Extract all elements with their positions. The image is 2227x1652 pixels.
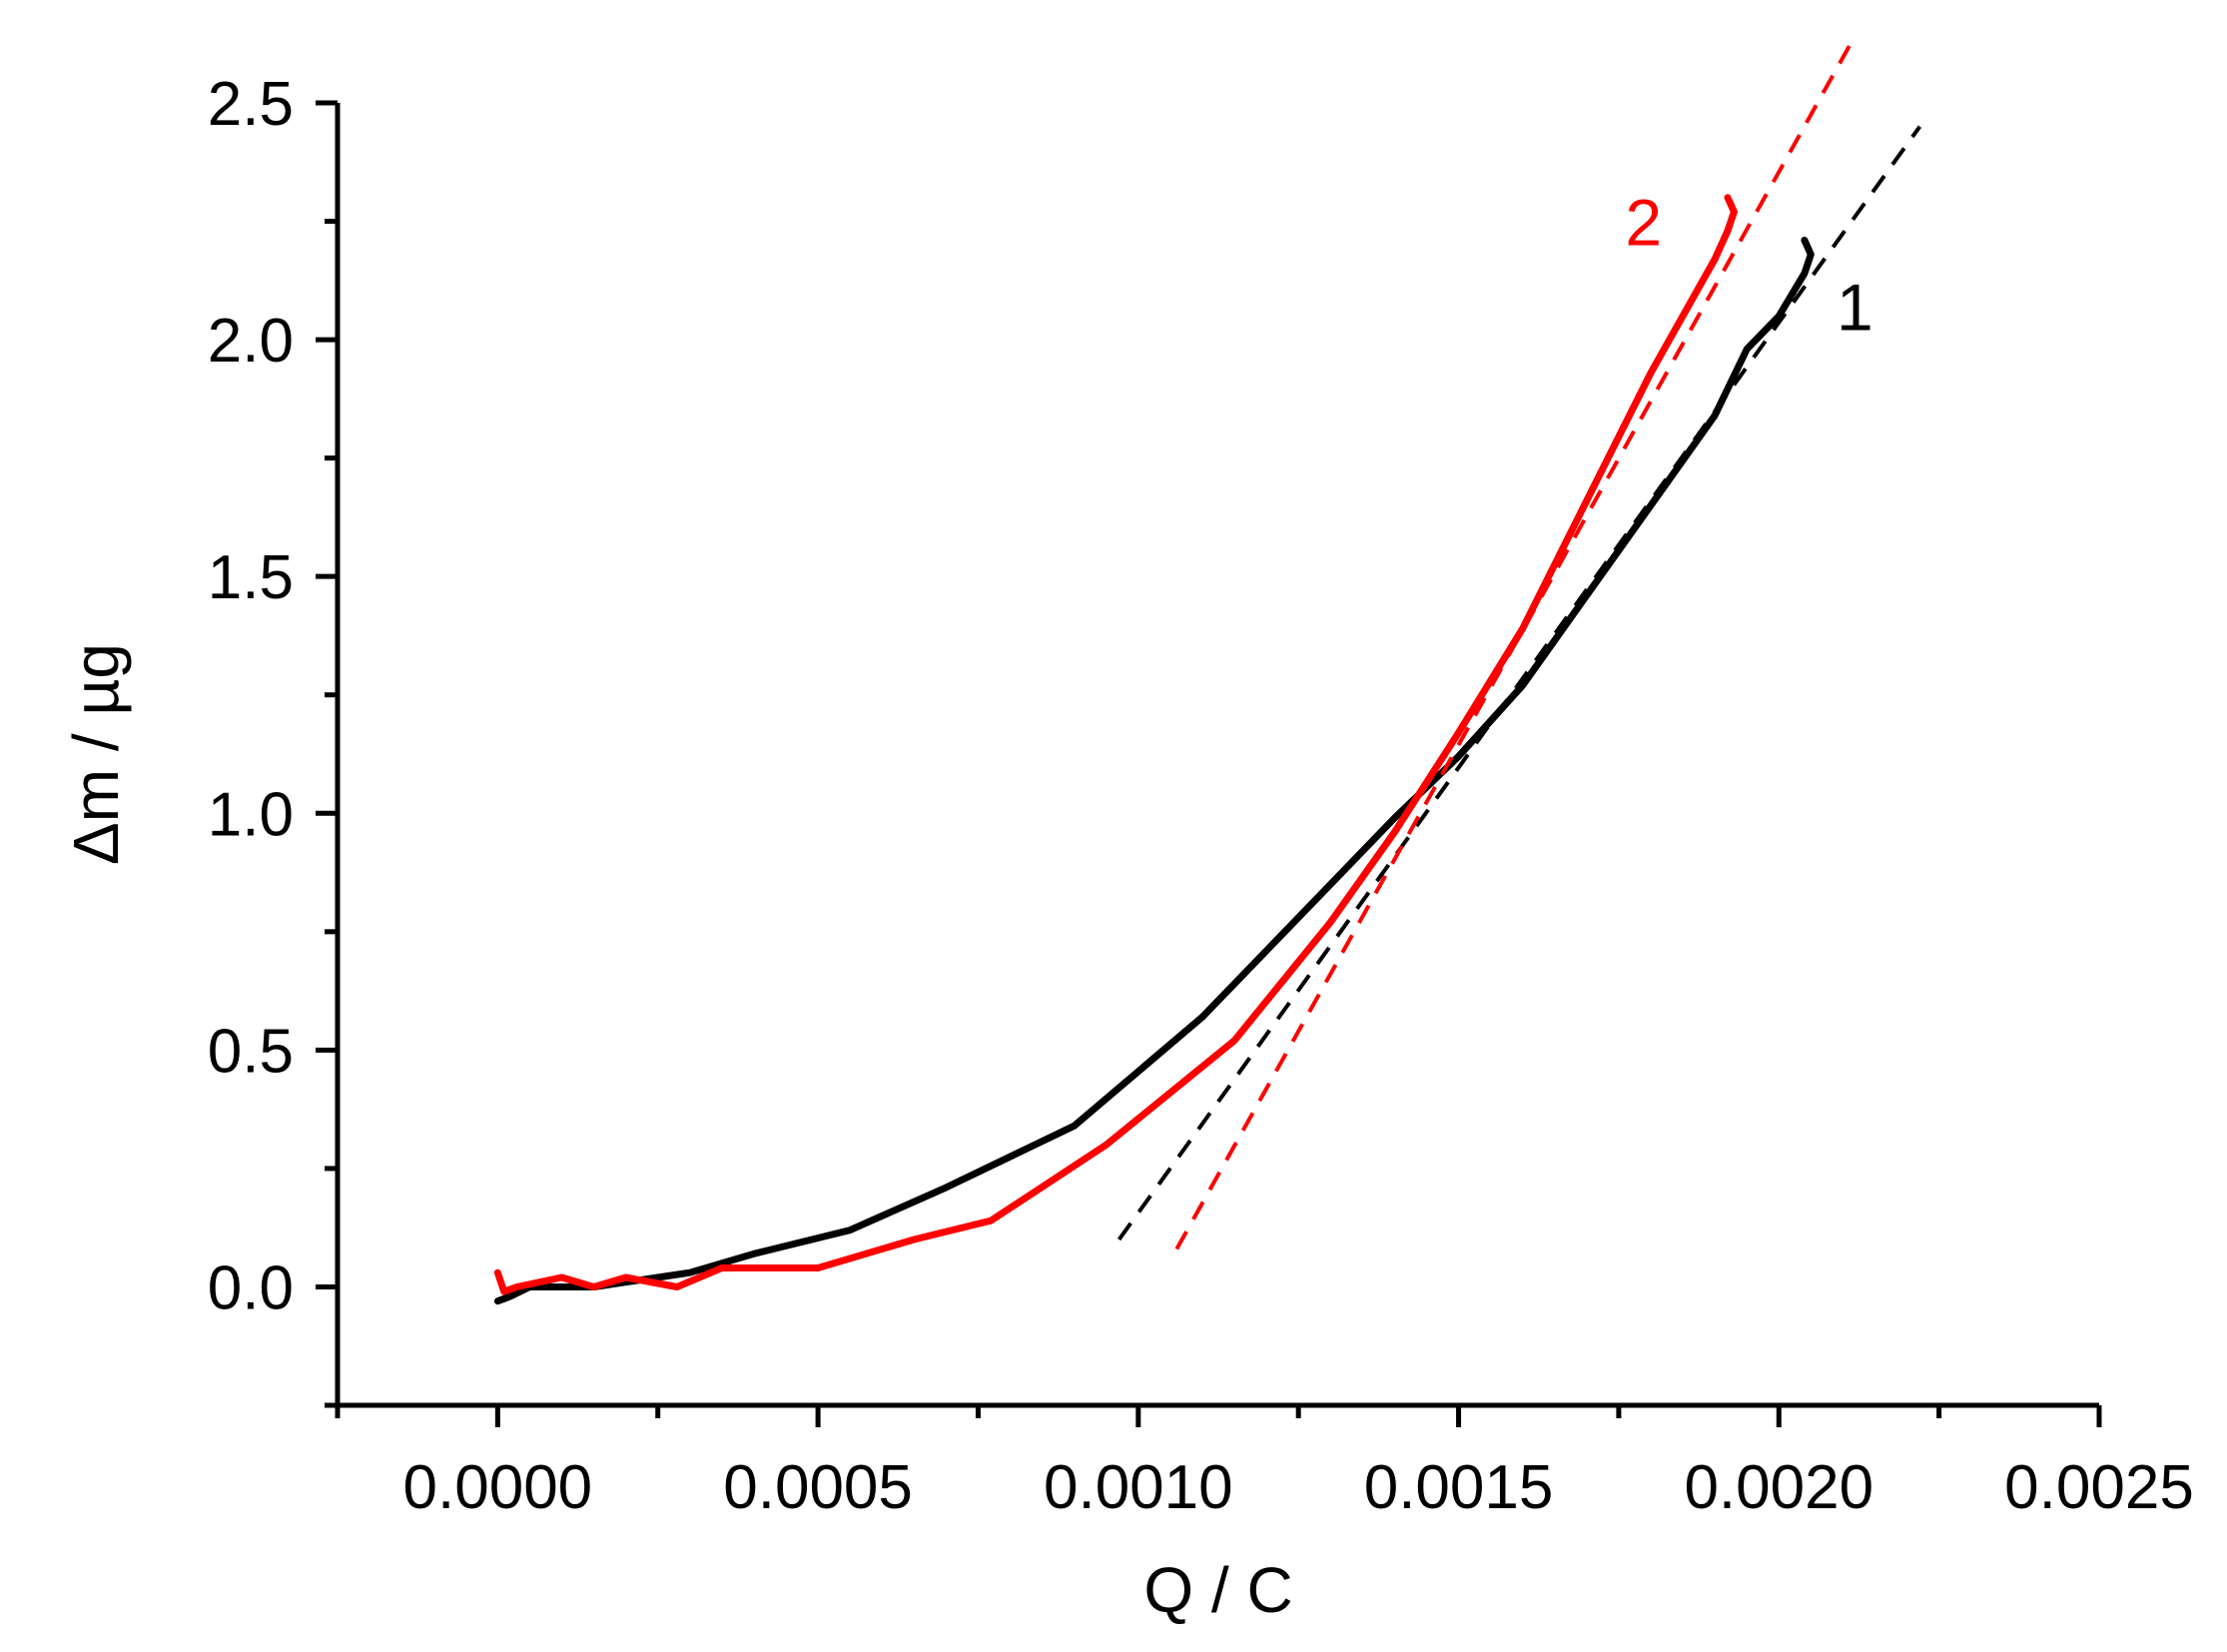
x-tick-label: 0.0010 — [1044, 1453, 1233, 1522]
plot-series — [493, 45, 1922, 1305]
y-tick-label: 1.0 — [208, 780, 294, 849]
fit-line-3 — [1174, 45, 1852, 1250]
series-line-1 — [493, 237, 1815, 1305]
y-tick-label: 0.0 — [208, 1253, 294, 1322]
y-tick-label: 0.5 — [208, 1017, 294, 1086]
fit-line-2 — [1116, 125, 1922, 1241]
series-label-2: 2 — [1625, 185, 1662, 259]
y-axis-title: Δm / µg — [60, 643, 132, 865]
x-tick-label: 0.0015 — [1364, 1453, 1554, 1522]
y-tick-label: 2.0 — [208, 307, 294, 376]
series-line-2 — [493, 194, 1738, 1295]
plot-axes — [316, 100, 2102, 1427]
x-tick-label: 0.0005 — [723, 1453, 913, 1522]
y-tick-label: 1.5 — [208, 543, 294, 612]
x-tick-label: 0.0025 — [2004, 1453, 2194, 1522]
x-tick-label: 0.0000 — [403, 1453, 593, 1522]
x-axis-title: Q / C — [1143, 1554, 1292, 1626]
y-tick-label: 2.5 — [208, 70, 294, 139]
plot-labels: 0.0000 0.0005 0.0010 0.0015 0.0020 0.0025 0.0 0… — [60, 70, 2194, 1626]
x-tick-label: 0.0020 — [1684, 1453, 1873, 1522]
series-label-1: 1 — [1837, 271, 1873, 345]
